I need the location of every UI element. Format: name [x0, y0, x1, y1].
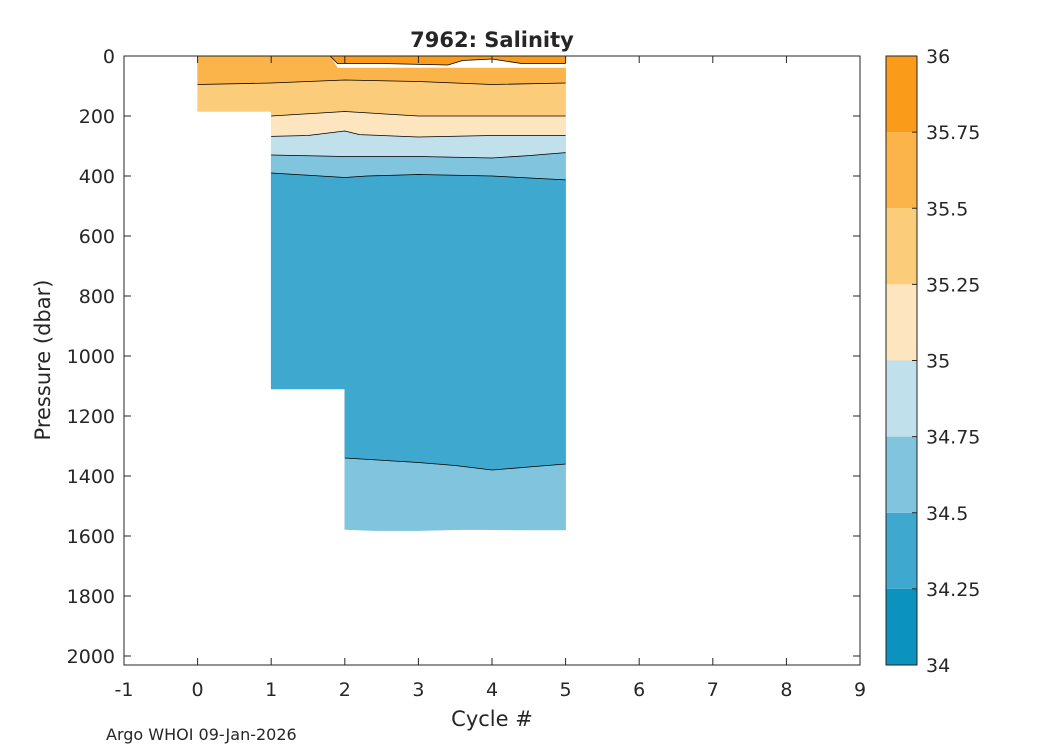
contour-line-1: [197, 79, 566, 85]
x-tick-label: -1: [115, 679, 134, 701]
colorbar-segment-8: [886, 56, 917, 133]
colorbar-tick-label: 36: [926, 46, 950, 68]
y-tick-label: 400: [79, 166, 115, 188]
x-tick-label: 0: [192, 679, 204, 701]
colorbar: 34 34.25 34.5 34.75 35 35.25 35.5 35.75 36: [885, 46, 980, 677]
colorbar-tick-label: 34.25: [926, 579, 980, 601]
x-tick-label: 7: [707, 679, 719, 701]
plot-area: [197, 55, 566, 531]
colorbar-tick-label: 35.25: [926, 274, 980, 296]
colorbar-segment-1: [886, 588, 917, 665]
contour-line-2: [329, 55, 566, 66]
y-tick-label: 200: [79, 106, 115, 128]
colorbar-tick-label: 35: [926, 351, 950, 373]
salinity-band-2: [197, 79, 566, 117]
colorbar-segment-5: [886, 284, 917, 361]
chart-title: 7962: Salinity: [410, 28, 574, 52]
y-axis-label: Pressure (dbar): [31, 280, 55, 441]
x-tick-label: 3: [412, 679, 424, 701]
contour-line-6: [271, 172, 566, 181]
x-tick-label: 5: [560, 679, 572, 701]
colorbar-segment-6: [886, 208, 917, 285]
x-tick-label: 1: [265, 679, 277, 701]
x-tick-label: 2: [339, 679, 351, 701]
contour-line-7: [344, 457, 566, 471]
contour-line-5: [271, 152, 566, 159]
colorbar-segment-3: [886, 436, 917, 513]
y-tick-label: 1400: [67, 466, 115, 488]
x-tick-label: 8: [780, 679, 792, 701]
colorbar-tick-label: 35.75: [926, 122, 980, 144]
x-tick-label: 9: [854, 679, 866, 701]
x-tick-label: 6: [633, 679, 645, 701]
y-tick-label: 1800: [67, 586, 115, 608]
axes: -1 0 1 2 3 4 5 6 7 8 9 0 200 400 600 800 1000 1200 1400 160…: [67, 46, 866, 701]
salinity-band-7: [270, 172, 566, 471]
y-tick-label: 600: [79, 226, 115, 248]
footer-credit: Argo WHOI 09-Jan-2026: [106, 725, 297, 744]
colorbar-tick-label: 34.75: [926, 427, 980, 449]
x-axis-label: Cycle #: [451, 707, 533, 731]
colorbar-segment-2: [886, 512, 917, 589]
colorbar-tick-label: 34: [926, 655, 950, 677]
contour-line-3: [271, 111, 566, 117]
y-tick-label: 0: [103, 46, 115, 68]
y-tick-label: 2000: [67, 646, 115, 668]
colorbar-tick-label: 35.5: [926, 198, 968, 220]
y-tick-label: 800: [79, 286, 115, 308]
y-tick-label: 1200: [67, 406, 115, 428]
x-tick-label: 4: [486, 679, 498, 701]
colorbar-segment-4: [886, 360, 917, 437]
colorbar-tick-label: 34.5: [926, 503, 968, 525]
y-tick-label: 1600: [67, 526, 115, 548]
salinity-band-8: [344, 457, 566, 531]
contour-line-4: [271, 130, 566, 138]
y-tick-label: 1000: [67, 346, 115, 368]
colorbar-segment-7: [886, 132, 917, 209]
